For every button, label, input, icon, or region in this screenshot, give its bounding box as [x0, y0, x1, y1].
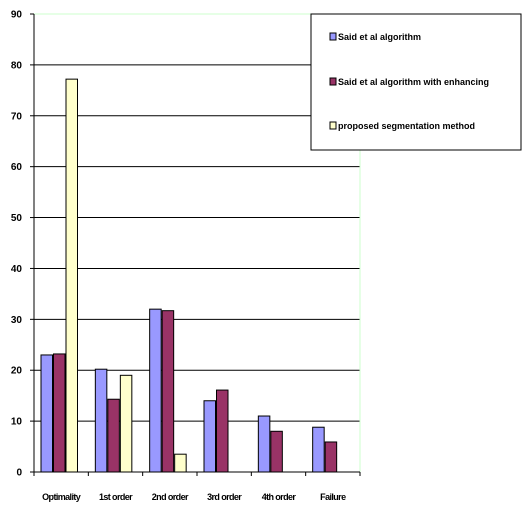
y-tick-label: 0: [16, 468, 22, 479]
bar-optimality-series-2: [53, 353, 66, 473]
x-tick-labels: Optimality 1st order 2nd order 3rd order 4th…: [33, 472, 361, 502]
x-tick-label: 4th order: [262, 492, 297, 502]
bars: [40, 78, 338, 473]
bar-2nd-order-series-3: [174, 453, 187, 473]
y-tick-label: 50: [11, 213, 23, 224]
y-tick-label: 90: [11, 10, 23, 21]
legend: Said et al algorithm Said et al algorithm…: [310, 13, 522, 151]
legend-swatch-3: [329, 121, 337, 130]
bar-optimality-series-3: [65, 78, 78, 473]
x-tick-label: 1st order: [99, 492, 133, 502]
bar-failure-series-1: [312, 426, 325, 473]
bar-4th-order-series-2: [270, 430, 283, 473]
legend-label-3: proposed segmentation method: [338, 121, 475, 131]
y-tick-label: 70: [11, 111, 23, 122]
x-tick-label: 3rd order: [207, 492, 242, 502]
y-tick-labels: 0 10 20 30 40 50 60 70 80 90: [11, 10, 34, 479]
y-tick-label: 60: [11, 162, 23, 173]
bar-optimality-series-1: [40, 354, 53, 473]
bar-2nd-order-series-2: [161, 310, 175, 473]
bar-2nd-order-series-1: [149, 308, 162, 473]
x-tick-label: 2nd order: [152, 492, 189, 502]
legend-swatch-1: [329, 32, 337, 41]
bar-4th-order-series-1: [257, 415, 271, 473]
y-tick-label: 20: [11, 366, 23, 377]
y-tick-label: 80: [11, 60, 23, 71]
y-tick-label: 10: [11, 417, 23, 428]
legend-label-1: Said et al algorithm: [338, 32, 421, 42]
y-tick-label: 40: [11, 264, 23, 275]
bar-1st-order-series-2: [107, 398, 120, 473]
bar-1st-order-series-1: [94, 368, 108, 473]
bar-3rd-order-series-1: [203, 400, 216, 473]
bar-failure-series-2: [324, 441, 338, 473]
x-tick-label: Optimality: [42, 492, 81, 502]
legend-label-2: Said et al algorithm with enhancing: [338, 77, 489, 87]
y-tick-label: 30: [11, 315, 23, 326]
bar-3rd-order-series-2: [216, 389, 229, 473]
x-tick-label: Failure: [320, 492, 346, 502]
legend-swatch-2: [329, 77, 337, 86]
legend-box: [310, 13, 522, 151]
bar-1st-order-series-3: [119, 374, 133, 473]
